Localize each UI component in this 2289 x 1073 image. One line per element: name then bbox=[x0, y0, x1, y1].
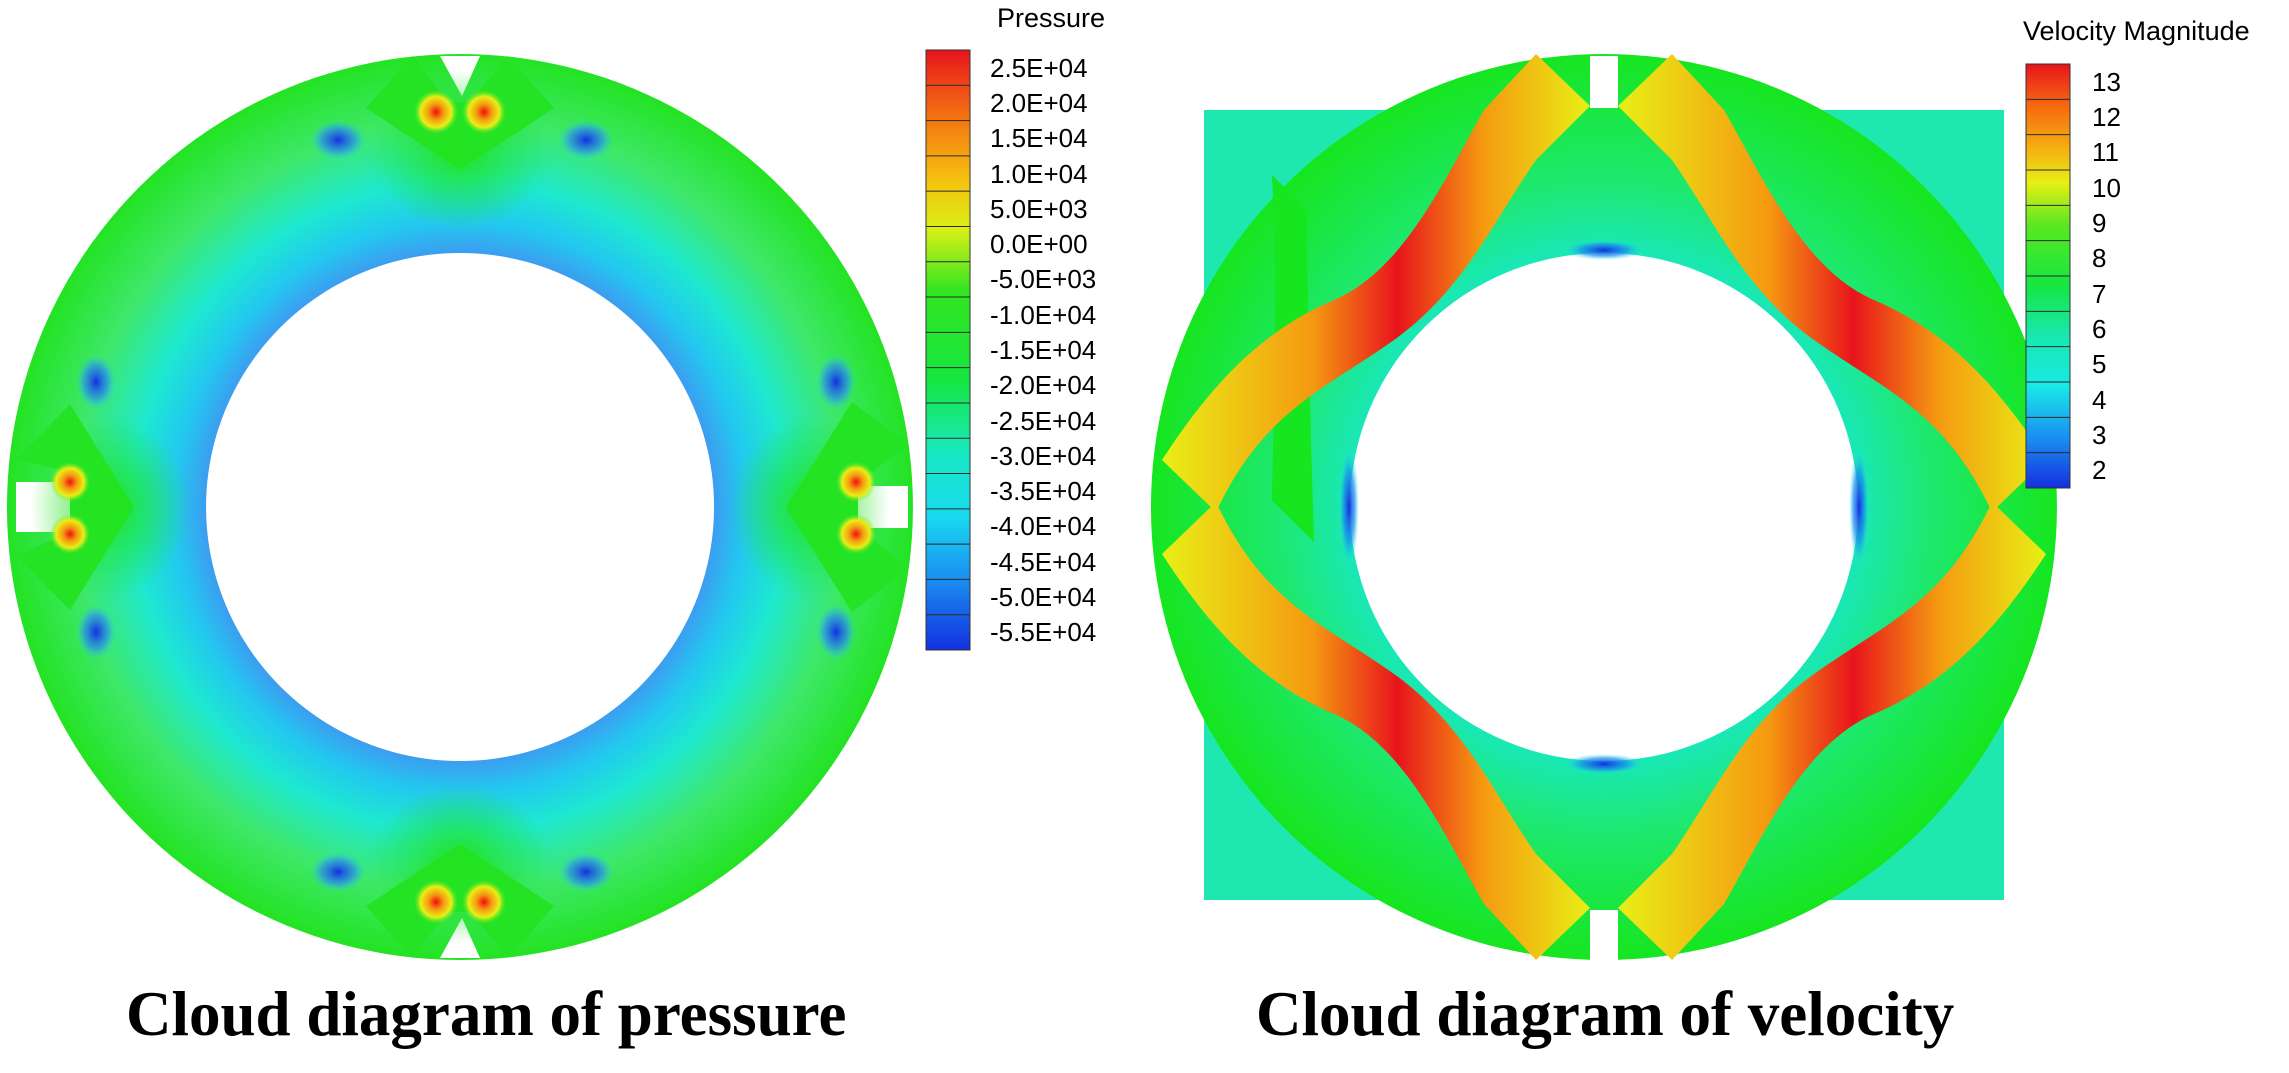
pressure-high-spots bbox=[50, 90, 876, 924]
velocity-legend-tick: 12 bbox=[2092, 102, 2121, 132]
velocity-legend-tick: 9 bbox=[2092, 208, 2107, 238]
pressure-legend-tick: -5.0E+04 bbox=[990, 582, 1097, 613]
velocity-legend-tick: 11 bbox=[2092, 137, 2119, 168]
pressure-legend-tick: -1.5E+04 bbox=[990, 335, 1097, 365]
pressure-legend-title: Pressure bbox=[997, 3, 1106, 33]
velocity-legend-tick: 5 bbox=[2092, 349, 2107, 380]
pressure-legend-tick: -1.0E+04 bbox=[990, 299, 1097, 330]
channel-top-left bbox=[1162, 54, 1590, 512]
velocity-low-spots bbox=[1339, 240, 1869, 774]
channel-top-right bbox=[1618, 54, 2046, 512]
pressure-legend-tick: -3.5E+04 bbox=[990, 476, 1097, 507]
channel-bottom-left bbox=[1162, 502, 1590, 960]
pressure-legend-tick: -3.0E+04 bbox=[990, 440, 1097, 471]
velocity-legend-tick: 2 bbox=[2092, 455, 2107, 486]
velocity-legend-tick: 10 bbox=[2092, 172, 2121, 203]
pressure-panel: Pressure 2.5E+04 2.0E+04 1.5E+04 1.0E+04 5.0… bbox=[0, 0, 1144, 1073]
velocity-legend-title: Velocity Magnitude bbox=[2023, 16, 2250, 46]
velocity-legend-tick: 4 bbox=[2092, 384, 2107, 415]
velocity-legend-tick: 13 bbox=[2092, 66, 2121, 97]
pressure-legend-tick: -4.5E+04 bbox=[990, 546, 1097, 577]
pressure-legend-tick: -5.0E+03 bbox=[990, 264, 1097, 295]
velocity-panel: Velocity Magnitude 13 12 11 10 9 8 7 6 5 4 3 2 Clou… bbox=[1144, 0, 2289, 1073]
pressure-colorbar bbox=[925, 49, 971, 651]
velocity-legend-tick: 8 bbox=[2092, 243, 2107, 274]
pressure-legend-tick: -2.0E+04 bbox=[990, 370, 1097, 401]
pressure-legend-tick: 5.0E+03 bbox=[990, 193, 1088, 224]
pressure-inner-hole bbox=[208, 255, 712, 759]
pressure-legend-tick: 1.0E+04 bbox=[990, 158, 1088, 189]
pressure-caption: Cloud diagram of pressure bbox=[126, 979, 847, 1049]
pressure-legend-tick: -2.5E+04 bbox=[990, 405, 1097, 436]
velocity-inner-hole bbox=[1350, 253, 1858, 761]
velocity-colorbar bbox=[2025, 63, 2071, 489]
pressure-legend-tick: -4.0E+04 bbox=[990, 511, 1097, 542]
pressure-ring bbox=[6, 54, 913, 960]
velocity-contour-plot bbox=[1150, 54, 2071, 960]
pressure-legend-tick: 1.5E+04 bbox=[990, 123, 1088, 154]
velocity-caption: Cloud diagram of velocity bbox=[1256, 979, 1955, 1049]
velocity-legend-tick: 7 bbox=[2092, 278, 2107, 309]
pressure-legend-tick: 2.0E+04 bbox=[990, 87, 1088, 118]
pressure-contour-plot bbox=[6, 49, 971, 960]
pressure-legend-tick: 0.0E+00 bbox=[990, 229, 1088, 260]
pressure-legend-tick: -5.5E+04 bbox=[990, 617, 1097, 648]
pressure-legend-tick: 2.5E+04 bbox=[990, 52, 1088, 83]
velocity-legend-tick: 3 bbox=[2092, 420, 2107, 450]
channel-bottom-right bbox=[1618, 502, 2046, 960]
velocity-channels bbox=[1162, 54, 2046, 960]
velocity-legend-tick: 6 bbox=[2092, 314, 2107, 344]
pressure-low-spots bbox=[76, 120, 856, 892]
